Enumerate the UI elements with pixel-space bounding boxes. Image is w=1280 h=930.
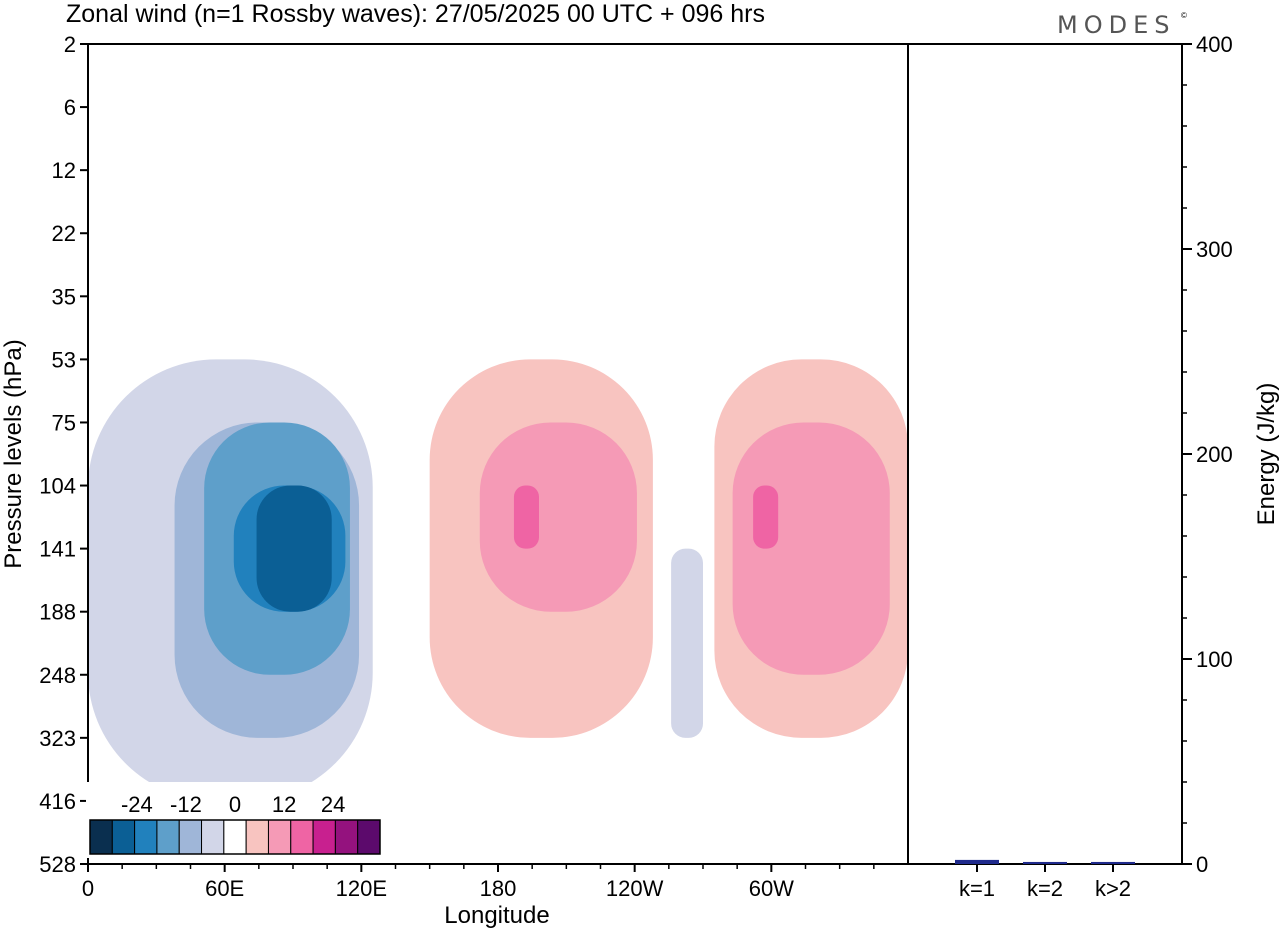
energy-bar [1023, 861, 1067, 864]
contour-region-11 [753, 485, 779, 549]
colorbar-tick-label: -12 [170, 792, 202, 817]
y-tick-label: 248 [39, 663, 76, 688]
energy-panel-frame [907, 43, 1183, 865]
x-tick-label: 180 [480, 876, 517, 901]
y-tick-label: 528 [39, 852, 76, 877]
y-tick-label: 416 [39, 789, 76, 814]
energy-tick-label: 300 [1196, 237, 1233, 262]
colorbar-tick-label: 24 [321, 792, 345, 817]
brand-mark: © [1181, 11, 1187, 20]
x-tick-label: 120E [336, 876, 387, 901]
y-tick-label: 188 [39, 600, 76, 625]
colorbar-swatch [267, 819, 292, 855]
energy-axis: 0 100 200 300 400 [1182, 32, 1233, 877]
contour-region-7 [513, 485, 539, 549]
colorbar-swatch [312, 819, 336, 855]
y-axis: 2 6 12 22 35 53 75 104 141 188 248 323 416 528 [39, 32, 88, 877]
energy-bar-label: k>2 [1095, 876, 1131, 901]
colorbar-swatch [290, 819, 314, 855]
y-tick-label: 141 [39, 537, 76, 562]
energy-tick-label: 0 [1196, 852, 1208, 877]
x-tick-label: 60E [205, 876, 244, 901]
y-tick-label: 2 [64, 32, 76, 57]
colorbar-swatch [357, 819, 381, 855]
energy-tick-label: 400 [1196, 32, 1233, 57]
colorbar-swatch [201, 819, 225, 855]
colorbar-swatch [223, 819, 247, 855]
energy-bar [955, 859, 999, 864]
x-axis-label: Longitude [444, 902, 549, 929]
y-tick-label: 104 [39, 474, 76, 499]
x-tick-label: 120W [606, 876, 664, 901]
x-axis: 0 60E 120E 180 120W 60W [82, 864, 875, 901]
y-tick-label: 6 [64, 95, 76, 120]
colorbar-swatch [134, 819, 158, 855]
colorbar-swatch [89, 819, 113, 855]
colorbar-frame [89, 819, 381, 855]
colorbar-tick-label: -24 [121, 792, 153, 817]
energy-axis-label: Energy (J/kg) [1253, 383, 1280, 526]
colorbar-swatch [178, 819, 203, 855]
colorbar-swatch [156, 819, 180, 855]
y-tick-label: 323 [39, 726, 76, 751]
contour-layer [88, 359, 908, 801]
colorbar-tick-label: 0 [229, 792, 241, 817]
chart-title: Zonal wind (n=1 Rossby waves): 27/05/202… [66, 0, 765, 28]
y-tick-label: 53 [52, 347, 76, 372]
x-tick-label: 0 [82, 876, 94, 901]
y-tick-label: 35 [52, 284, 76, 309]
energy-bar [1091, 861, 1135, 864]
contour-region-6 [479, 422, 637, 612]
y-tick-label: 22 [52, 221, 76, 246]
energy-bar-label: k=2 [1027, 876, 1063, 901]
y-tick-label: 75 [52, 410, 76, 435]
brand-logo: MODES [1057, 11, 1175, 39]
energy-bar-label: k=1 [959, 876, 995, 901]
colorbar-swatch [111, 819, 136, 855]
colorbar-tick-label: 12 [272, 792, 296, 817]
energy-tick-label: 100 [1196, 647, 1233, 672]
contour-region-10 [732, 422, 890, 675]
y-axis-label: Pressure levels (hPa) [0, 339, 27, 568]
energy-tick-label: 200 [1196, 442, 1233, 467]
x-tick-label: 60W [749, 876, 794, 901]
colorbar: -24 -12 0 12 24 [86, 782, 384, 858]
colorbar-swatch [245, 819, 269, 855]
colorbar-swatch [334, 819, 359, 855]
contour-region-4 [256, 485, 332, 612]
contour-region-8 [671, 548, 703, 738]
energy-bars: k=1 k=2 k>2 [955, 859, 1135, 901]
y-tick-label: 12 [52, 158, 76, 183]
